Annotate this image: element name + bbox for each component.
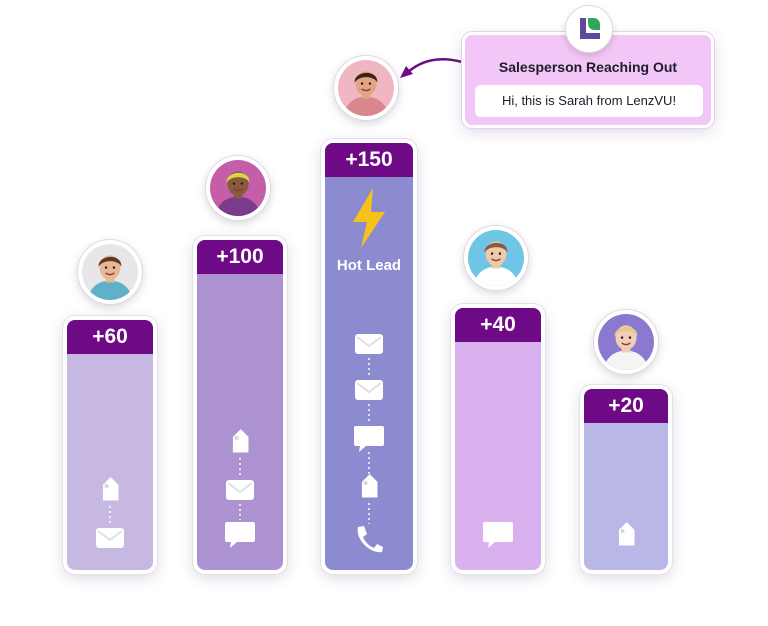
callout-title: Salesperson Reaching Out [498, 59, 678, 75]
callout-message: Hi, this is Sarah from LenzVU! [475, 85, 703, 117]
tag-icon [102, 477, 119, 501]
hot-lead-label: Hot Lead [336, 257, 402, 274]
score-label: +100 [197, 240, 283, 274]
salesperson-callout: Salesperson Reaching Out Hi, this is Sar… [462, 32, 714, 128]
mail-icon [355, 334, 383, 354]
avatar-lead-1 [78, 240, 142, 304]
column-score-150: +150 Hot Lead [321, 139, 417, 574]
avatar-lead-2 [206, 156, 270, 220]
score-label: +20 [584, 389, 668, 423]
column-score-100: +100 [193, 236, 287, 574]
phone-icon [357, 526, 383, 553]
lenzvu-logo-icon [566, 6, 612, 52]
tag-icon [618, 522, 635, 546]
tag-icon [232, 429, 249, 453]
lightning-bolt-icon [353, 188, 385, 248]
chat-icon [483, 522, 513, 548]
avatar-lead-3 [464, 226, 528, 290]
chat-icon [225, 522, 255, 548]
mail-icon [96, 528, 124, 548]
chat-icon [354, 426, 384, 452]
avatar-salesperson-sarah [334, 56, 398, 120]
mail-icon [226, 480, 254, 500]
avatar-lead-4 [594, 310, 658, 374]
score-label: +40 [455, 308, 541, 342]
pointer-arrow [400, 58, 463, 78]
score-label: +150 [325, 143, 413, 177]
tag-icon [361, 474, 378, 498]
mail-icon [355, 380, 383, 400]
score-label: +60 [67, 320, 153, 354]
